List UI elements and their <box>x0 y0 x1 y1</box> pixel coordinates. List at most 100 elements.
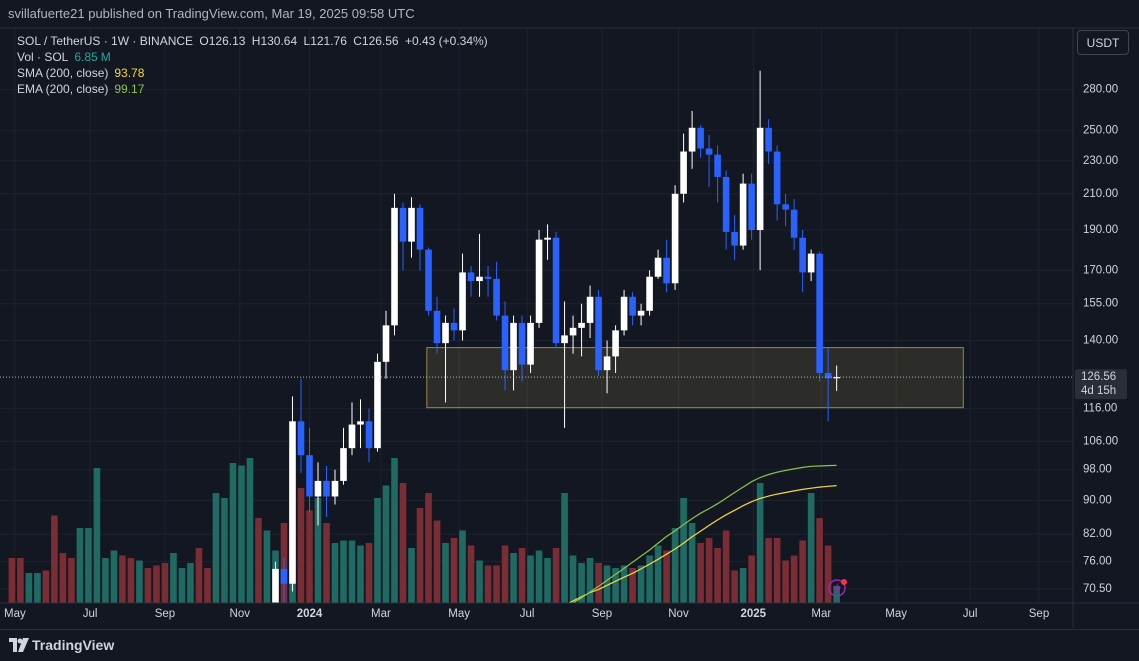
y-tick-label: 106.00 <box>1083 435 1118 447</box>
candle-body <box>654 257 662 277</box>
candle-body <box>756 127 764 231</box>
volume-bar <box>110 550 118 603</box>
candle-body <box>671 193 679 284</box>
volume-bar <box>697 543 704 603</box>
volume-bar <box>527 555 534 603</box>
volume-bar <box>467 545 475 603</box>
volume-bar <box>212 493 220 603</box>
candle-body <box>799 237 806 273</box>
volume-bar <box>748 555 755 603</box>
candle-body <box>510 322 517 371</box>
volume-bar <box>773 538 781 603</box>
candle-body <box>433 310 441 344</box>
volume-bar <box>629 568 636 603</box>
candle-body <box>782 204 789 210</box>
candle-body <box>425 249 432 311</box>
y-tick-label: 210.00 <box>1083 188 1118 200</box>
volume-bar <box>119 555 126 603</box>
volume-bar <box>229 463 237 603</box>
volume-bar <box>459 530 466 603</box>
candle-body <box>340 448 347 481</box>
volume-bar <box>34 573 41 603</box>
candle-body <box>629 296 636 316</box>
candle-body <box>374 361 381 449</box>
x-tick-label: Jul <box>83 608 98 620</box>
ohlc-label: L <box>303 34 311 48</box>
volume-bar <box>178 568 186 603</box>
legend: SOL / TetherUS · 1W · BINANCE O126.13 H1… <box>17 33 491 97</box>
volume-bar <box>816 518 823 603</box>
candle-body <box>357 421 364 425</box>
candle-body <box>535 239 543 323</box>
volume-bar <box>136 560 143 603</box>
y-tick-label: 280.00 <box>1083 84 1118 96</box>
ohlc-label: C <box>353 34 362 48</box>
alert-icon[interactable] <box>828 579 846 597</box>
volume-bar <box>357 545 364 603</box>
plot-area <box>0 28 1073 603</box>
volume-bar <box>246 458 254 603</box>
candle-body <box>331 480 339 497</box>
volume-bar <box>799 540 806 603</box>
candle-body <box>705 148 713 155</box>
volume-bar <box>365 543 373 603</box>
x-tick-label: Jul <box>520 608 535 620</box>
brand-name: TradingView <box>32 637 115 653</box>
volume-bar <box>654 545 662 603</box>
candle-body <box>586 296 594 323</box>
volume-bar <box>85 528 92 603</box>
ohlc-value: 126.13 <box>208 34 246 48</box>
volume-unit: M <box>100 50 111 64</box>
candle-body <box>663 257 670 284</box>
volume-bar <box>102 558 109 603</box>
candle-body <box>459 272 466 331</box>
volume-bar <box>340 540 347 603</box>
x-tick-label: 2024 <box>297 608 323 620</box>
volume-bar <box>51 515 58 603</box>
volume-bar <box>25 573 33 603</box>
volume-bar <box>833 585 840 603</box>
currency-button[interactable]: USDT <box>1077 30 1129 55</box>
volume-bar <box>238 465 245 603</box>
candle-body <box>603 356 611 371</box>
candle-body <box>569 327 577 336</box>
x-tick-label: May <box>885 608 907 620</box>
volume-bar <box>493 565 500 603</box>
volume-bar <box>306 510 313 603</box>
volume-bar <box>484 565 492 603</box>
volume-name: Vol · SOL <box>17 50 69 64</box>
change: +0.43 (+0.34%) <box>404 34 488 48</box>
candle-body <box>280 568 288 584</box>
x-tick-label: Mar <box>371 608 391 620</box>
volume-bar <box>671 528 679 603</box>
indicator-line <box>572 464 837 603</box>
volume-bar <box>399 483 407 603</box>
y-tick-label: 190.00 <box>1083 224 1118 236</box>
published-line: svillafuerte21 published on TradingView.… <box>8 6 415 21</box>
candle-body <box>289 421 296 584</box>
candle-body <box>450 322 458 331</box>
volume-bar <box>374 498 381 603</box>
volume-bar <box>323 523 330 603</box>
y-tick-label: 140.00 <box>1083 335 1118 347</box>
y-tick-label: 90.00 <box>1083 495 1112 507</box>
candle-body <box>297 421 305 456</box>
y-tick-label: 116.00 <box>1083 403 1117 415</box>
volume-bar <box>518 548 526 603</box>
volume-bar <box>603 565 611 603</box>
volume-value: 6.85 <box>74 50 98 64</box>
x-tick-label: Nov <box>230 608 251 620</box>
volume-bar <box>620 565 628 603</box>
candle-body <box>391 207 398 326</box>
volume-bar <box>442 543 449 603</box>
volume-bar <box>637 565 645 603</box>
volume-bar <box>578 563 585 603</box>
volume-bar <box>765 538 772 603</box>
volume-bar <box>561 493 568 603</box>
volume-bar <box>42 570 50 603</box>
ohlc-label: H <box>251 34 261 48</box>
volume-bar <box>416 508 424 603</box>
x-tick-label: Mar <box>811 608 831 620</box>
y-tick-label: 155.00 <box>1083 298 1118 310</box>
x-tick-label: May <box>448 608 470 620</box>
